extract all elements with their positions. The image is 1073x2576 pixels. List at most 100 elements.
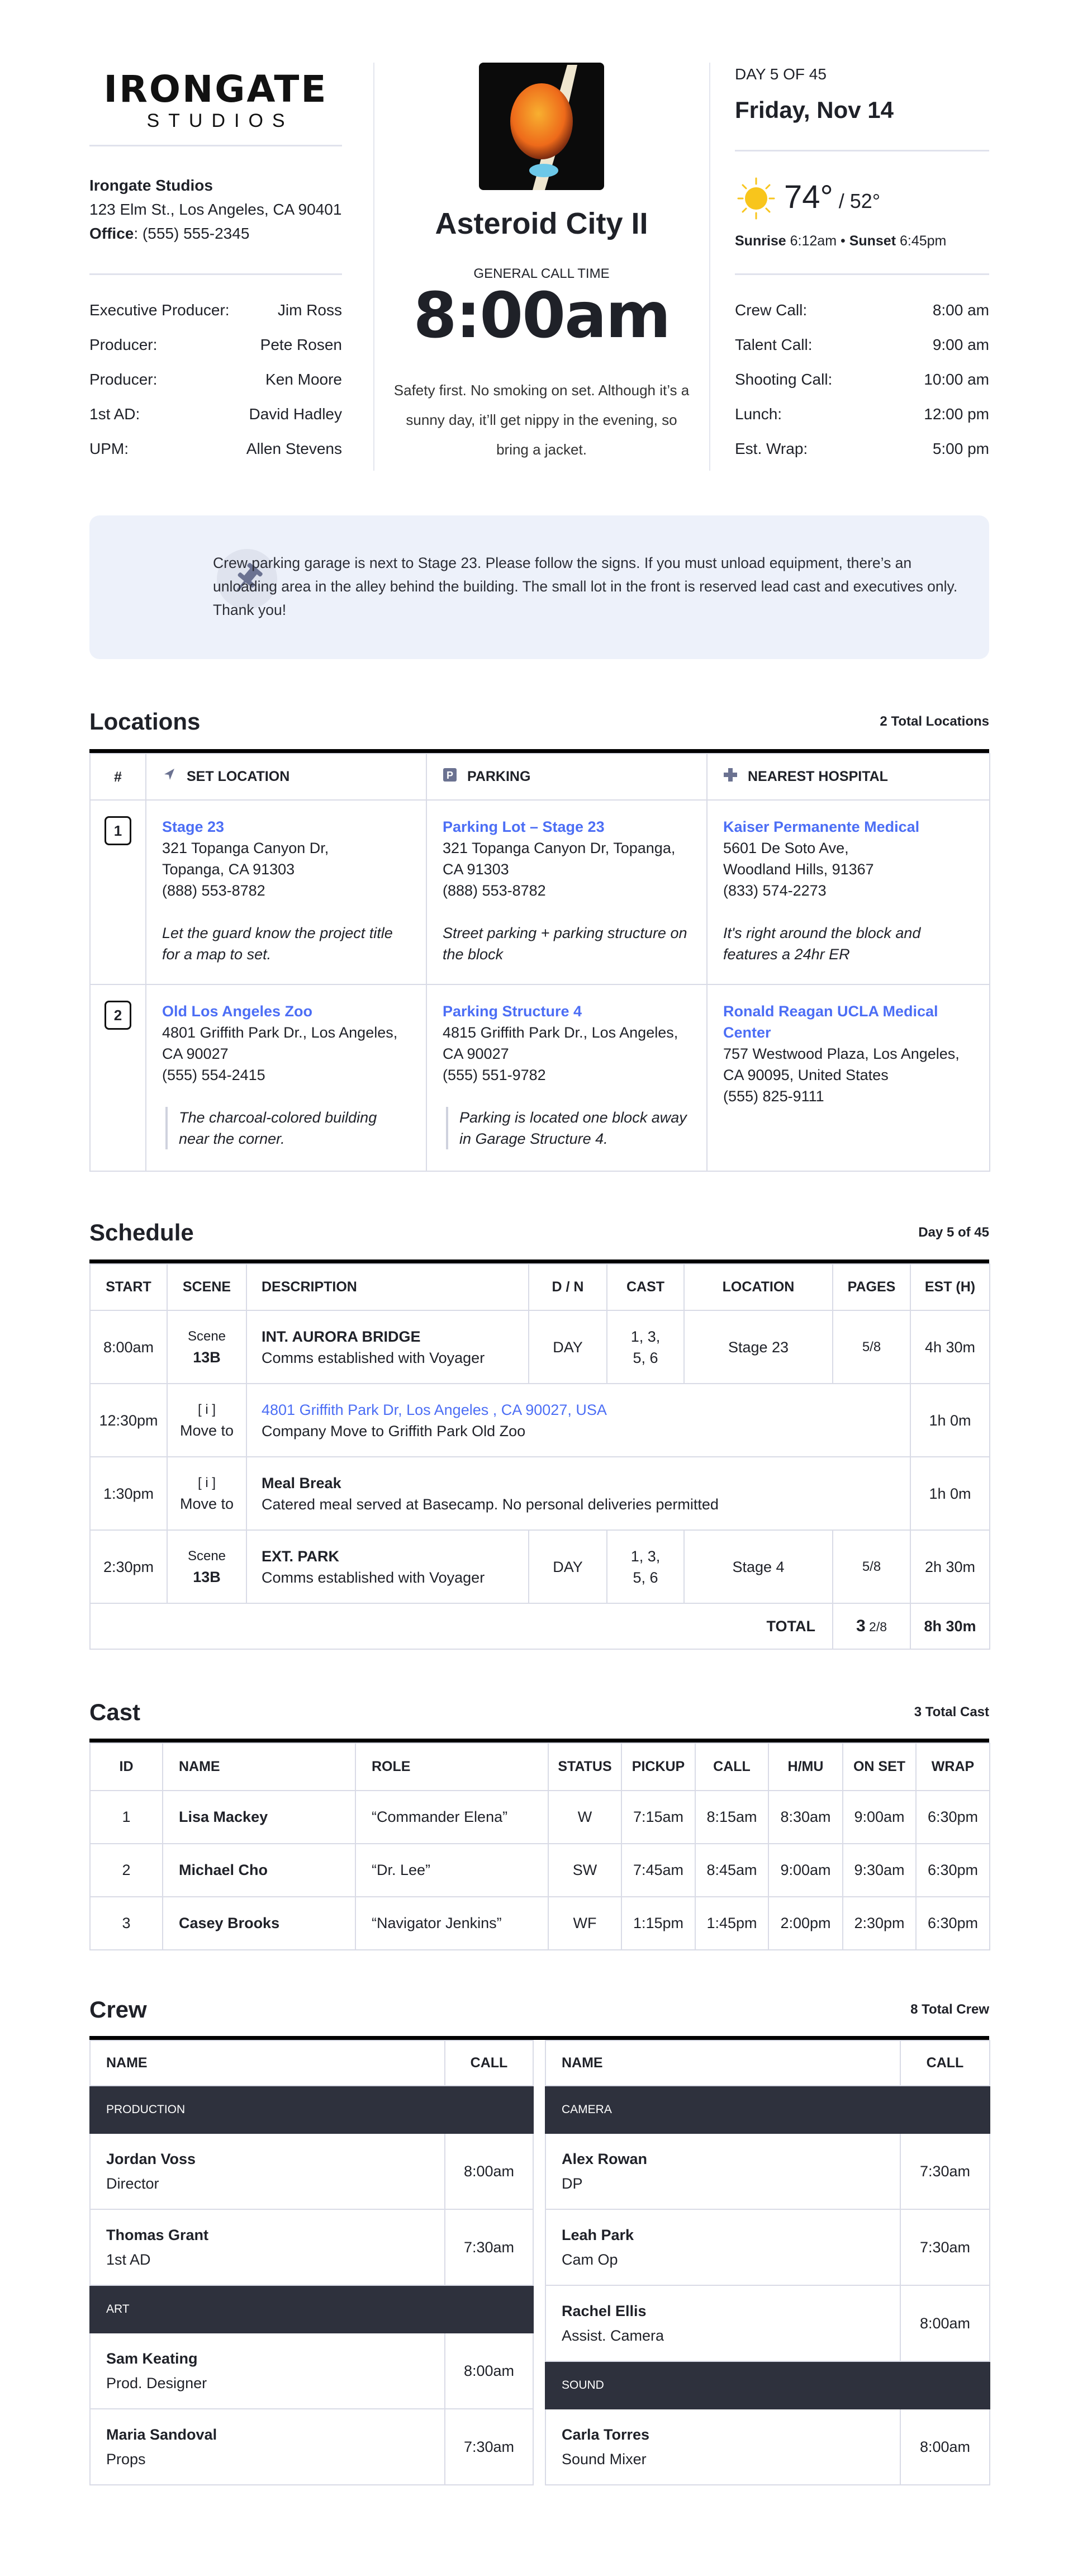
hospital-name-link[interactable]: Ronald Reagan UCLA Medical Center xyxy=(723,1003,938,1041)
hospital-address-line: (555) 825-9111 xyxy=(723,1088,824,1105)
schedule-total-row: TOTAL 3 2/8 8h 30m xyxy=(89,1603,990,1650)
cast-row: 1 Lisa Mackey “Commander Elena” W 7:15am 8:15… xyxy=(89,1790,990,1844)
header-label: PARKING xyxy=(467,769,531,784)
locations-title: Locations xyxy=(89,708,201,735)
on-set-time: 9:30am xyxy=(842,1843,917,1897)
key-crew-name: David Hadley xyxy=(249,405,342,423)
locations-header-1: SET LOCATION xyxy=(145,753,427,801)
call-times-list: Crew Call: 8:00 am Talent Call: 9:00 am Shoo… xyxy=(735,293,989,466)
company-logo: IRONGATE xyxy=(103,68,328,111)
crew-row: Thomas Grant 1st AD 7:30am xyxy=(89,2209,534,2286)
parking-address-line: 4815 Griffith Park Dr., Los Angeles, xyxy=(443,1024,678,1041)
locations-count: 2 Total Locations xyxy=(880,714,989,729)
crew-call-time: 7:30am xyxy=(900,2209,990,2286)
cast-title: Cast xyxy=(89,1699,141,1725)
key-crew-name: Jim Ross xyxy=(277,301,342,319)
location-number-cell: 1 xyxy=(89,799,146,985)
wrap-time: 6:30pm xyxy=(915,1790,990,1844)
crew-row: Sam Keating Prod. Designer 8:00am xyxy=(89,2332,534,2409)
location-number-cell: 2 xyxy=(89,984,146,1172)
crew-header-row: NAME CALL xyxy=(545,2040,990,2086)
crew-row: Alex Rowan DP 7:30am xyxy=(545,2133,990,2210)
set-name-link[interactable]: Stage 23 xyxy=(162,818,225,835)
scene-description: Company Move to Griffith Park Old Zoo xyxy=(262,1422,526,1439)
temp-low: / 52° xyxy=(833,190,881,212)
key-crew-name: Allen Stevens xyxy=(246,440,342,457)
cast-id: 2 xyxy=(89,1843,163,1897)
call-time-row: Lunch: 12:00 pm xyxy=(735,397,989,432)
call-time-row: Shooting Call: 10:00 am xyxy=(735,362,989,397)
key-crew-list: Executive Producer: Jim Ross Producer: Pete… xyxy=(89,293,342,466)
total-pages: 3 2/8 xyxy=(832,1603,911,1650)
crew-count: 8 Total Crew xyxy=(910,2002,989,2017)
sun-times: Sunrise 6:12am • Sunset 6:45pm xyxy=(735,231,946,250)
parking-notice: Crew parking garage is next to Stage 23.… xyxy=(89,515,989,659)
call-time: 8:45am xyxy=(695,1843,769,1897)
schedule-header-0: START xyxy=(89,1263,168,1311)
scene-description: Comms established with Voyager xyxy=(262,1349,485,1366)
hospital-address-line: 5601 De Soto Ave, xyxy=(723,840,849,856)
crew-row: Maria Sandoval Props 7:30am xyxy=(89,2408,534,2485)
locations-header-0: # xyxy=(89,753,146,801)
scene-location: Stage 4 xyxy=(683,1530,833,1604)
set-name-link[interactable]: Old Los Angeles Zoo xyxy=(162,1003,313,1020)
scene-number: Move to xyxy=(179,1422,234,1439)
parking-name-link[interactable]: Parking Lot – Stage 23 xyxy=(443,818,605,835)
cast-row: 3 Casey Brooks “Navigator Jenkins” WF 1:15pm… xyxy=(89,1896,990,1950)
crew-call-time: 7:30am xyxy=(900,2133,990,2210)
crew-name: Rachel Ellis xyxy=(562,2303,647,2319)
cast-count: 3 Total Cast xyxy=(914,1704,989,1720)
set-address-line: (555) 554-2415 xyxy=(162,1067,265,1083)
scene-description: Catered meal served at Basecamp. No pers… xyxy=(262,1495,719,1513)
department-row: CAMERA xyxy=(545,2085,990,2134)
cast-header-2: ROLE xyxy=(355,1742,549,1791)
crew-role: Cam Op xyxy=(562,2251,618,2268)
call-time-value: 9:00 am xyxy=(932,336,989,353)
set-address-line: 321 Topanga Canyon Dr, xyxy=(162,840,329,856)
hospital-cross-icon xyxy=(723,768,738,786)
locations-header-3: NEAREST HOSPITAL xyxy=(706,753,990,801)
hospital-address-line: CA 90095, United States xyxy=(723,1067,889,1083)
schedule-row: 8:00am Scene 13B INT. AURORA BRIDGE Comms es… xyxy=(89,1310,990,1384)
crew-role: Prod. Designer xyxy=(106,2375,207,2392)
start-time: 8:00am xyxy=(89,1310,168,1384)
set-address-line: Topanga, CA 91303 xyxy=(162,861,295,878)
schedule-header-2: DESCRIPTION xyxy=(246,1263,529,1311)
header-label: # xyxy=(114,769,122,785)
crew-member-cell: Alex Rowan DP xyxy=(545,2133,901,2210)
cast-status: W xyxy=(548,1790,622,1844)
locations-table: # SET LOCATION P PARKING NEAREST HOSPITAL 1 St… xyxy=(89,753,990,1172)
location-row: 2 Old Los Angeles Zoo 4801 Griffith Park D… xyxy=(89,984,990,1172)
key-crew-row: Producer: Pete Rosen xyxy=(89,328,342,362)
sun-icon xyxy=(737,177,775,220)
address-link[interactable]: 4801 Griffith Park Dr, Los Angeles , CA … xyxy=(262,1401,607,1418)
hospital-name-link[interactable]: Kaiser Permanente Medical xyxy=(723,818,920,835)
call-time: 1:45pm xyxy=(695,1896,769,1950)
schedule-header-3: D / N xyxy=(528,1263,607,1311)
crew-role: Director xyxy=(106,2175,159,2192)
hmu-time: 8:30am xyxy=(768,1790,843,1844)
cast-ids: 1, 3, 5, 6 xyxy=(606,1530,685,1604)
location-number: 2 xyxy=(105,1001,131,1030)
schedule-title: Schedule xyxy=(89,1219,194,1246)
cast-header-0: ID xyxy=(89,1742,163,1791)
pickup-time: 1:15pm xyxy=(621,1896,696,1950)
cast-name: Casey Brooks xyxy=(162,1896,356,1950)
header-label: NEAREST HOSPITAL xyxy=(748,769,888,784)
scene-number: Move to xyxy=(179,1495,234,1512)
company-logo-sub: STUDIOS xyxy=(146,110,294,131)
crew-header-row: NAME CALL xyxy=(89,2040,534,2086)
cast-table: ID NAME ROLE STATUS PICKUP CALL H/MU ON SET WRAP… xyxy=(89,1742,990,1950)
parking-name-link[interactable]: Parking Structure 4 xyxy=(443,1003,582,1020)
scene-pages: 5/8 xyxy=(832,1530,911,1604)
day-count: DAY 5 OF 45 xyxy=(735,65,827,83)
crew-member-cell: Maria Sandoval Props xyxy=(89,2408,445,2485)
schedule-header-6: PAGES xyxy=(832,1263,911,1311)
description-cell: Meal Break Catered meal served at Basecam… xyxy=(246,1456,911,1531)
sunrise-time: 6:12am • xyxy=(786,233,849,249)
call-time-row: Crew Call: 8:00 am xyxy=(735,293,989,328)
general-call-label: GENERAL CALL TIME xyxy=(473,266,610,281)
parking-note: Parking is located one block away in Gar… xyxy=(446,1107,691,1149)
schedule-row: 1:30pm [ i ] Move to Meal Break Catered meal… xyxy=(89,1456,990,1531)
estimated-hours: 2h 30m xyxy=(910,1530,990,1604)
